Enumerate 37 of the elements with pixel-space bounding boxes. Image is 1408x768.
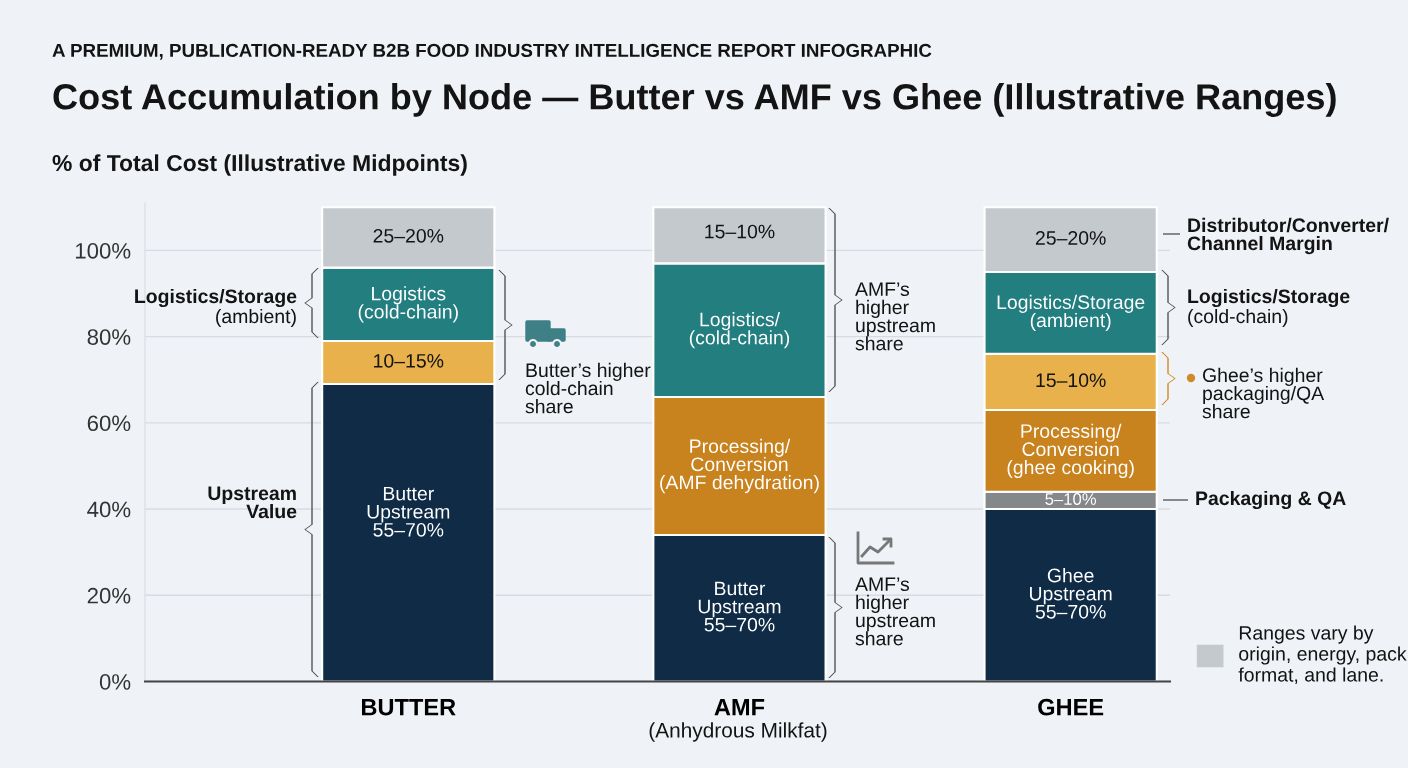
- annotation: Logistics/Storage (ambient): [997, 294, 1145, 332]
- text: Packaging & QA: [1196, 490, 1346, 510]
- x-tick-label: BUTTER: [361, 699, 456, 716]
- text: Distributor/Converter/ Channel Margin: [1187, 217, 1389, 255]
- text: (Anhydrous Milkfat): [649, 722, 827, 742]
- y-tick-label: 100%: [75, 242, 131, 259]
- annotation: Ghee Upstream 55–70%: [1030, 568, 1112, 619]
- annotation: Processing/ Conversion (ghee cooking): [1007, 423, 1134, 479]
- annotation: Logistics (cold-chain): [358, 286, 458, 323]
- annotation: Processing/ Conversion (AMF dehydration): [660, 438, 819, 494]
- y-tick-label: 80%: [87, 329, 131, 345]
- y-tick-label: 40%: [87, 501, 131, 518]
- chart-title: Cost Accumulation by Node — Butter vs AMF vs Ghee (Illustrative Ranges): [53, 83, 1336, 117]
- annotation: 15–10%: [705, 224, 775, 239]
- chart-subtitle: A PREMIUM, PUBLICATION-READY B2B FOOD INDUSTRY INTELLIGENCE REPORT INFOGRAPHIC: [52, 43, 932, 60]
- annotation: 25–20%: [373, 228, 444, 243]
- annotation: AMF’s higher upstream share: [855, 282, 935, 351]
- annotation: 10–15%: [374, 353, 444, 368]
- annotation: 25–20%: [1035, 231, 1106, 245]
- annotation: Logistics/Storage (ambient): [135, 288, 297, 328]
- annotation: Butter’s higher cold-chain share: [525, 362, 651, 414]
- annotation: Butter Upstream 55–70%: [698, 581, 781, 632]
- annotation: 5–10%: [1045, 493, 1096, 505]
- annotation: 15–10%: [1036, 373, 1106, 388]
- annotation: AMF’s higher upstream share: [855, 577, 935, 646]
- y-tick-label: 20%: [87, 587, 131, 604]
- annotation: Upstream Value: [208, 486, 297, 519]
- annotation: Logistics/ (cold-chain): [689, 312, 790, 349]
- x-tick-label: AMF: [714, 699, 765, 716]
- y-tick-label: 60%: [87, 415, 131, 432]
- y-axis-title: % of Total Cost (Illustrative Midpoints): [52, 154, 467, 176]
- text: Logistics/Storage (cold-chain): [1188, 288, 1350, 328]
- text: Ghee’s higher packaging/QA share: [1202, 367, 1325, 419]
- y-tick-label: 0%: [99, 674, 131, 690]
- x-tick-label: GHEE: [1038, 698, 1104, 716]
- legend-label: Ranges vary by origin, energy, pack format, and lane.: [1238, 625, 1407, 684]
- annotation: Butter Upstream 55–70%: [367, 486, 450, 537]
